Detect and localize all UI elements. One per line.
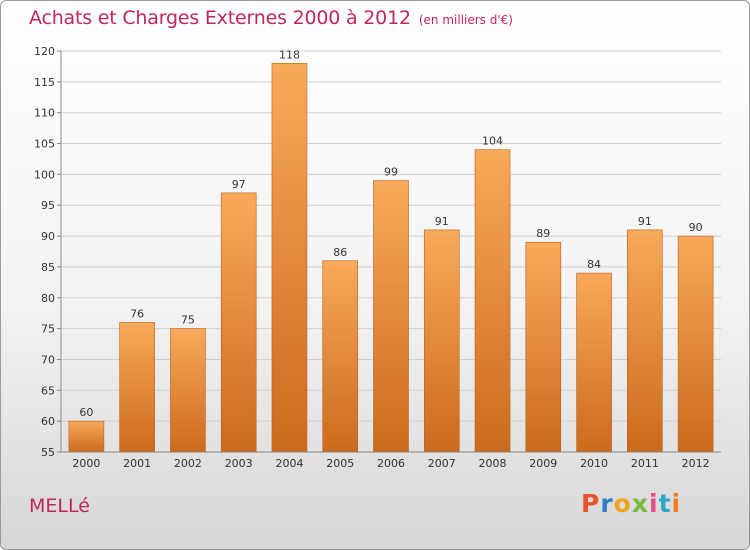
- y-tick-label: 70: [41, 353, 55, 366]
- y-tick-label: 120: [34, 45, 55, 58]
- bar: [373, 180, 409, 453]
- bar: [474, 149, 511, 453]
- x-tick-label: 2003: [225, 457, 253, 470]
- y-tick-label: 115: [34, 76, 55, 89]
- value-label: 99: [384, 166, 398, 179]
- logo-letter: i: [671, 489, 682, 518]
- bar: [627, 229, 663, 453]
- proxiti-logo: Proxiti: [581, 489, 681, 518]
- y-tick-label: 80: [41, 292, 55, 305]
- x-tick-label: 2004: [275, 457, 303, 470]
- value-label: 104: [482, 135, 503, 148]
- y-tick-label: 75: [41, 323, 55, 336]
- bar: [170, 328, 206, 453]
- y-tick-label: 55: [41, 446, 55, 459]
- value-label: 84: [587, 258, 601, 271]
- y-tick-labels: 55 60 65 70 75 80 85 90 95 100 105 110 115 120: [34, 45, 55, 459]
- value-label: 91: [435, 215, 449, 228]
- logo-letter: t: [658, 489, 672, 518]
- y-tick-label: 100: [34, 168, 55, 181]
- value-label: 86: [333, 246, 347, 259]
- value-label: 60: [79, 406, 93, 419]
- x-tick-label: 2002: [174, 457, 202, 470]
- value-label: 90: [689, 221, 703, 234]
- logo-letter: r: [600, 489, 614, 518]
- y-tick-label: 65: [41, 384, 55, 397]
- value-label: 118: [279, 48, 300, 61]
- x-tick-label: 2010: [580, 457, 608, 470]
- y-tick-label: 90: [41, 230, 55, 243]
- chart-title-text: Achats et Charges Externes 2000 à 2012: [29, 7, 411, 29]
- logo-letter: P: [581, 489, 601, 518]
- y-tick-label: 60: [41, 415, 55, 428]
- value-label: 97: [232, 178, 246, 191]
- x-tick-label: 2009: [529, 457, 557, 470]
- y-tick-label: 85: [41, 261, 55, 274]
- value-label: 89: [536, 227, 550, 240]
- y-tick-label: 95: [41, 199, 55, 212]
- bar: [119, 322, 155, 453]
- chart-unit: (en milliers d'€): [418, 13, 513, 27]
- bar: [525, 241, 562, 453]
- value-labels: 60 76 75 97 118 86 99 91 104 89 84 91 90: [79, 48, 702, 419]
- bars: [68, 63, 714, 453]
- bar: [576, 272, 612, 453]
- commune-name: MELLé: [29, 495, 90, 517]
- bar: [677, 235, 714, 453]
- bar: [220, 192, 257, 453]
- y-tick-label: 105: [34, 138, 55, 151]
- x-tick-label: 2000: [72, 457, 100, 470]
- logo-letter: o: [613, 489, 632, 518]
- x-tick-label: 2007: [428, 457, 456, 470]
- x-tick-label: 2001: [123, 457, 151, 470]
- x-tick-label: 2012: [682, 457, 710, 470]
- x-tick-labels: 2000 2001 2002 2003 2004 2005 2006 2007 2008 2009…: [72, 457, 709, 470]
- chart-title: Achats et Charges Externes 2000 à 2012 (e…: [29, 7, 513, 29]
- bar: [322, 260, 359, 453]
- bar: [68, 420, 105, 453]
- x-tick-label: 2005: [326, 457, 354, 470]
- axes: [60, 51, 721, 453]
- logo-letter: i: [649, 489, 659, 518]
- logo-letter: x: [631, 489, 649, 518]
- value-label: 75: [181, 314, 195, 327]
- x-tick-label: 2011: [631, 457, 659, 470]
- x-tick-label: 2008: [479, 457, 507, 470]
- value-label: 76: [130, 307, 144, 320]
- x-tick-label: 2006: [377, 457, 405, 470]
- value-label: 91: [638, 215, 652, 228]
- bar: [423, 229, 460, 453]
- bar: [271, 63, 308, 453]
- y-tick-label: 110: [34, 107, 55, 120]
